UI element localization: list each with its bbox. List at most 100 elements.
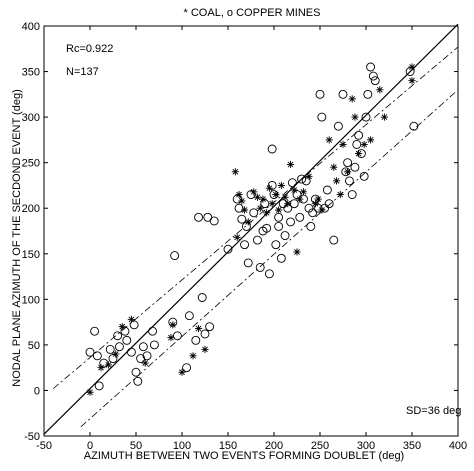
copper-mine-point [368,71,378,81]
coal-mine-point [314,195,322,203]
copper-mine-point [286,217,296,227]
copper-mine-point [90,326,100,336]
coal-mine-point [286,160,295,169]
copper-mine-point [366,62,376,72]
copper-mine-point [249,208,259,218]
coal-mine-point [380,113,388,121]
coal-mine-point [235,190,243,199]
copper-mine-point [99,358,109,368]
copper-mine-point [338,89,348,99]
copper-mine-point [262,223,272,233]
copper-mine-point [223,244,233,254]
coal-mine-point [240,206,249,214]
copper-mine-point [306,221,316,231]
copper-mine-point [237,214,247,224]
coal-mine-point [348,95,356,103]
y-tick-label: 50 [28,340,40,352]
coal-mine-point [376,86,384,94]
copper-mine-point [322,185,332,195]
copper-mine-point [297,174,307,184]
coal-mine-point [265,184,273,192]
coal-mine-point [189,352,197,360]
coal-mine-point [86,388,94,396]
copper-mine-point [197,293,207,302]
copper-mine-point [184,311,194,321]
copper-mine-point [343,158,353,168]
y-tick-label: 400 [22,21,40,33]
copper-mine-point [350,162,360,172]
x-tick-label: 150 [219,440,237,452]
coal-mine-point [253,193,262,201]
copper-mine-point [329,235,339,245]
coal-mine-point [299,188,308,196]
copper-mine-point [264,269,274,279]
coal-mine-point [104,361,112,369]
copper-mine-point [122,335,132,345]
coal-mine-point [244,218,252,226]
coal-mine-point [256,204,264,212]
copper-mine-point [138,342,148,352]
y-axis-label: NODAL PLANE AZIMUTH OF THE SECDOND EVENT… [11,89,23,386]
x-tick-label: 50 [130,440,142,452]
copper-mine-point [359,171,369,181]
copper-mine-point [136,354,146,364]
coal-mine-point [318,206,326,214]
coal-mine-point [141,359,149,367]
copper-mine-point [170,251,180,261]
y-tick-label: 100 [22,294,40,306]
x-tick-label: 100 [173,440,191,452]
copper-mine-point [255,262,265,272]
x-tick-label: 0 [87,440,93,452]
copper-mine-point [333,121,343,131]
coal-mine-point [408,63,416,71]
fit-line [43,23,459,435]
copper-mine-point [129,320,139,330]
n-annotation: N=137 [66,66,99,78]
copper-mine-point [344,176,354,186]
coal-mine-point [330,163,338,171]
coal-mine-point [118,323,126,331]
coal-mine-point [367,136,375,144]
x-tick-label: 350 [403,440,421,452]
lower-bound-line [80,89,459,428]
copper-mine-point [347,190,357,200]
coal-mine-point [250,188,258,196]
copper-mine-point [295,212,305,222]
coal-mine-point [268,200,276,208]
copper-mine-point [232,194,242,204]
coal-mine-point [169,321,177,329]
copper-mine-point [114,342,124,352]
coal-mine-point [201,345,209,354]
y-tick-label: 0 [34,385,40,397]
x-axis-ticks: -50 0 50 100 150 200 250 300 350 400 [36,26,467,452]
coal-mine-point [339,140,347,149]
x-tick-label: 200 [265,440,283,452]
coal-mine-point [332,177,341,185]
copper-mine-point [292,190,302,200]
y-tick-label: 200 [22,203,40,215]
copper-mine-point [126,347,136,357]
coal-mine-point [296,195,304,203]
coal-mine-point [277,181,285,190]
copper-mine-point [191,335,201,345]
coal-mine-point [275,206,283,214]
copper-mine-point [363,89,373,99]
copper-mine-point [267,144,277,154]
coal-mine-point [344,168,352,176]
copper-mine-point [301,176,311,186]
copper-mine-point [120,326,130,336]
copper-mine-point [131,367,141,377]
x-tick-label: 400 [449,440,467,452]
copper-mine-point [324,199,334,209]
copper-mine-point [287,178,297,188]
x-tick-label: -50 [36,440,52,452]
coal-mine-point [293,248,301,256]
copper-mine-point [149,340,159,350]
coal-mine-point [408,77,416,85]
copper-mine-point [240,240,250,250]
copper-mine-point [271,240,281,250]
copper-mine-point [200,329,210,339]
x-axis-label: AZIMUTH BETWEEN TWO EVENTS FORMING DOUBL… [84,450,404,462]
y-tick-label: 350 [22,67,40,79]
